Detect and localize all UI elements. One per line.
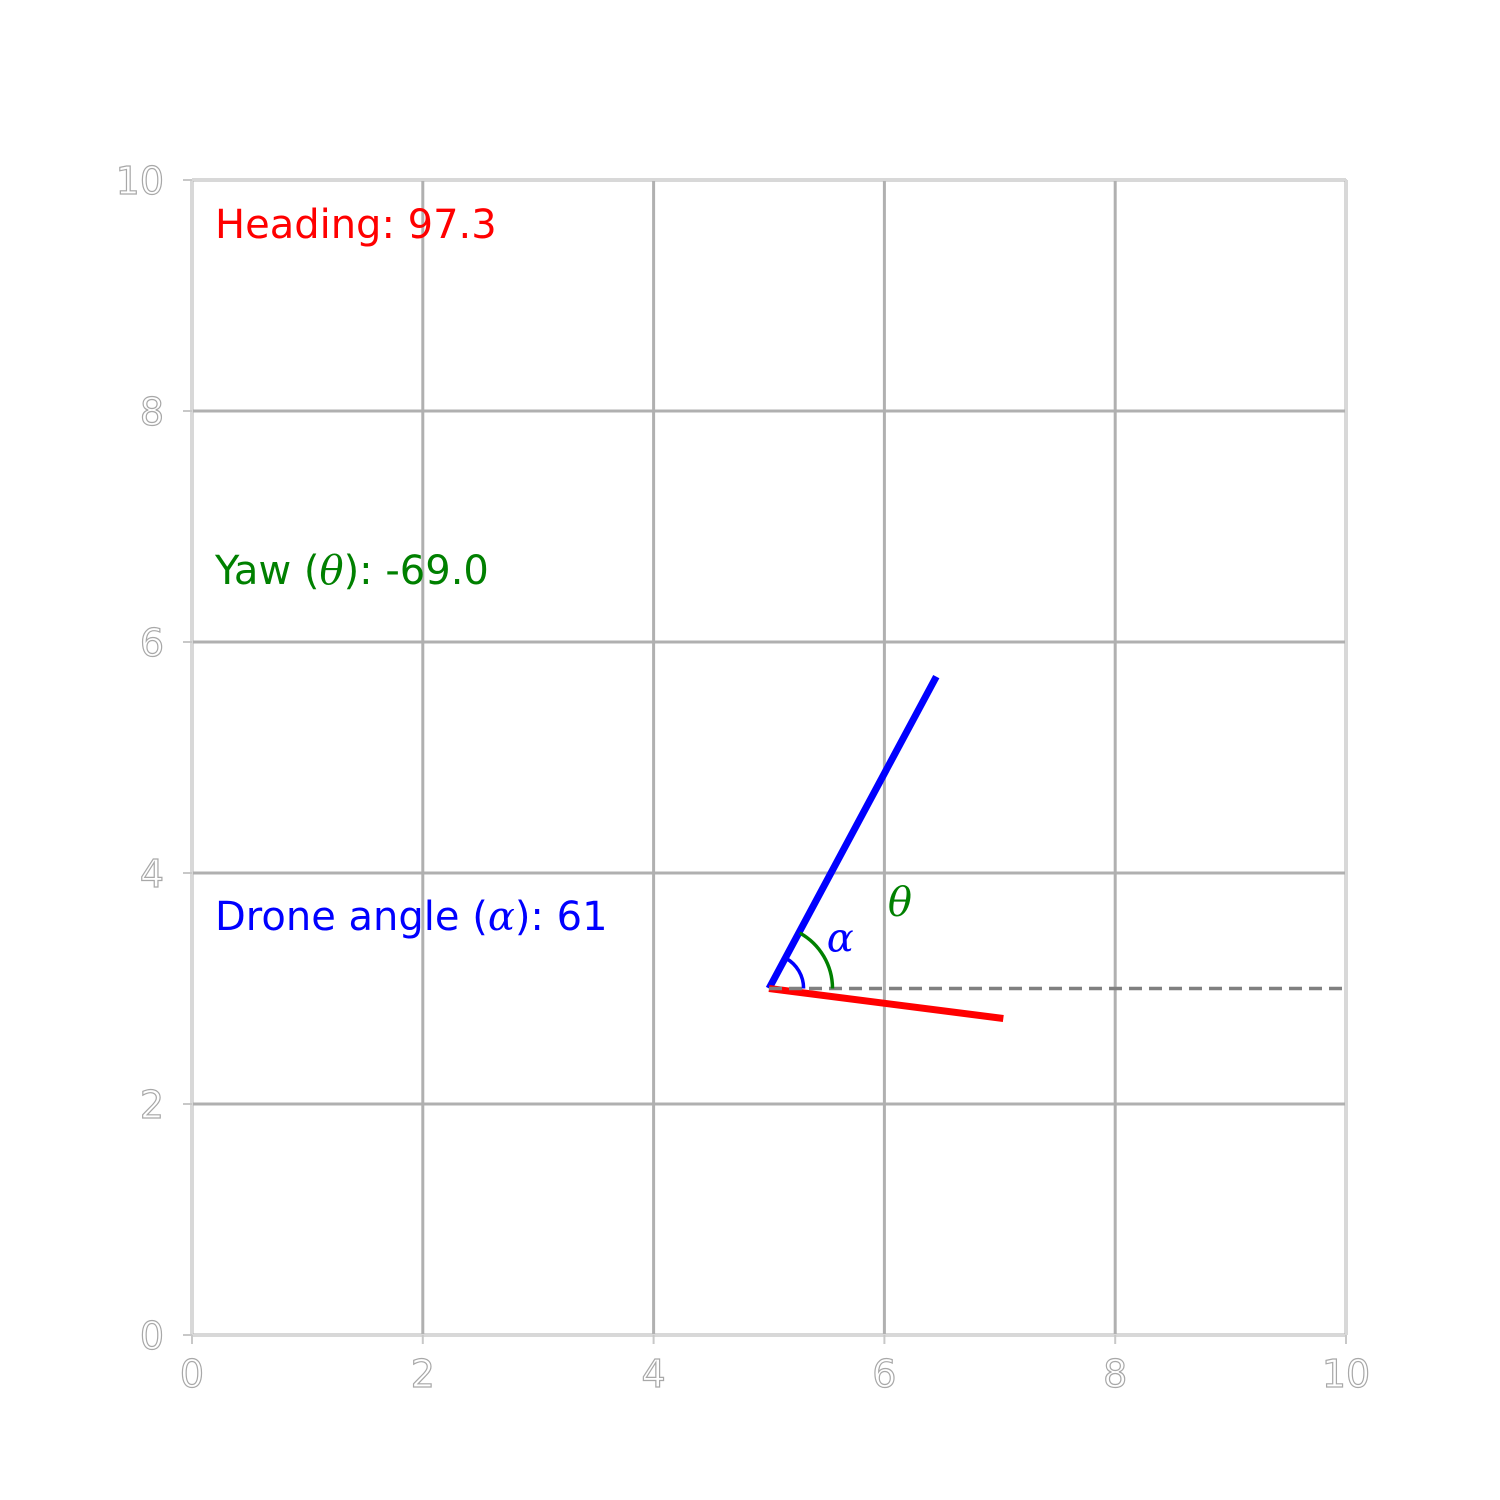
x-tick-label: 6 [872,1352,896,1396]
yaw-prefix: Yaw ( [214,548,319,594]
drone-vector-line [765,674,940,991]
x-tick-label: 8 [1103,1352,1127,1396]
angle-arcs: αθ [784,880,912,989]
drone-suffix: ): 61 [515,894,608,940]
y-tick-label: 6 [140,621,164,665]
drone-prefix: Drone angle ( [215,894,488,940]
series-lines [765,674,1346,1022]
plot-frame [191,179,1347,1336]
alpha-arc-label: α [827,916,854,962]
x-tick-label: 0 [180,1352,204,1396]
drone-angle-annotation: Drone angle (α): 61 [215,894,608,940]
x-tick-label: 4 [642,1352,666,1396]
y-tick-label: 10 [116,159,164,203]
yaw-suffix: ): -69.0 [344,548,489,594]
x-tick-label: 10 [1322,1352,1370,1396]
yaw-symbol: θ [319,548,343,594]
y-tick-label: 0 [140,1314,164,1358]
x-tick-label: 2 [411,1352,435,1396]
heading-vector-line [768,985,1004,1022]
y-tick-label: 8 [140,390,164,434]
alpha-arc [784,956,806,989]
drone-symbol: α [488,894,515,940]
theta-arc [798,931,835,989]
grid [190,178,1348,1337]
yaw-annotation: Yaw (θ): -69.0 [214,548,489,594]
axis-ticks: 0 2 4 6 8 10 0 2 4 6 8 10 [115,158,1371,1396]
theta-arc-label: θ [888,880,912,926]
y-tick-label: 2 [140,1083,164,1127]
heading-annotation: Heading: 97.3 [215,202,497,248]
y-tick-label: 4 [140,852,164,896]
